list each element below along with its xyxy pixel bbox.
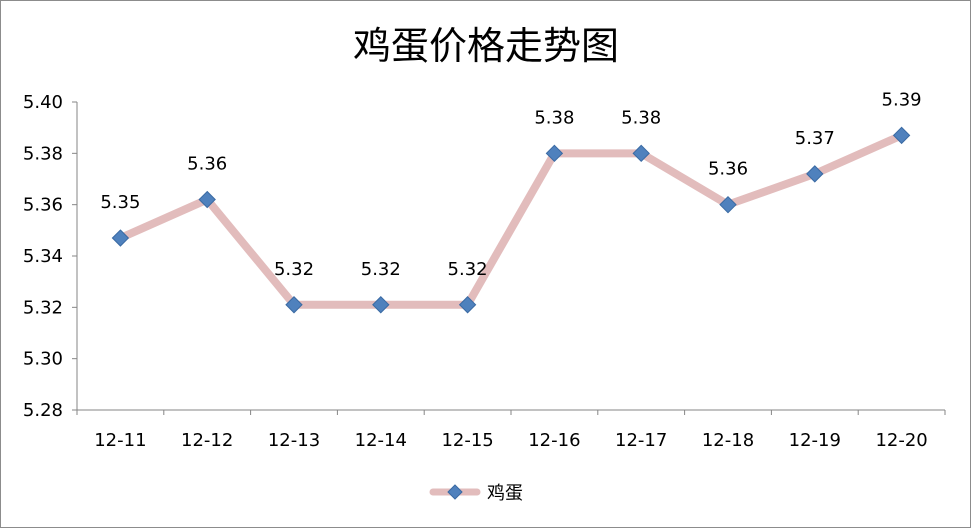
y-tick-label: 5.30 xyxy=(23,349,63,370)
y-tick-label: 5.34 xyxy=(23,246,63,267)
data-point-marker xyxy=(372,296,390,314)
x-tick-label: 12-19 xyxy=(789,430,841,451)
y-tick-label: 5.38 xyxy=(23,143,63,164)
legend-label: 鸡蛋 xyxy=(487,483,523,504)
data-label: 5.36 xyxy=(187,154,227,175)
data-label: 5.36 xyxy=(708,159,748,180)
data-point-marker xyxy=(892,126,911,145)
data-label: 5.39 xyxy=(882,89,922,110)
y-tick-label: 5.40 xyxy=(23,92,63,113)
x-tick-label: 12-17 xyxy=(615,430,667,451)
series-line xyxy=(116,131,906,309)
data-label: 5.38 xyxy=(621,107,661,128)
series-layer xyxy=(111,126,911,314)
data-label: 5.38 xyxy=(534,107,574,128)
y-tick-label: 5.28 xyxy=(23,400,63,421)
data-label: 5.35 xyxy=(100,192,140,213)
x-tick-label: 12-12 xyxy=(181,430,233,451)
y-axis-ticks: 5.28 5.30 5.32 5.34 5.36 5.38 5.40 xyxy=(23,92,77,421)
data-label: 5.32 xyxy=(448,259,488,280)
legend-marker-swatch xyxy=(447,484,463,500)
y-tick-label: 5.36 xyxy=(23,195,63,216)
x-tick-label: 12-20 xyxy=(875,430,927,451)
data-point-marker xyxy=(198,190,216,209)
data-label: 5.32 xyxy=(274,259,314,280)
data-label: 5.37 xyxy=(795,128,835,149)
x-tick-label: 12-13 xyxy=(268,430,320,451)
data-point-marker xyxy=(632,144,650,163)
data-label: 5.32 xyxy=(361,259,401,280)
data-point-marker xyxy=(111,229,130,247)
data-point-marker xyxy=(719,195,737,214)
data-point-marker xyxy=(458,296,477,314)
data-point-marker xyxy=(545,144,564,163)
x-tick-label: 12-15 xyxy=(441,430,493,451)
chart-title: 鸡蛋价格走势图 xyxy=(353,24,619,68)
data-labels: 5.35 5.36 5.32 5.32 5.32 5.38 5.38 5.36 5.37 5.39 xyxy=(100,89,921,279)
x-tick-label: 12-16 xyxy=(528,430,580,451)
x-tick-label: 12-18 xyxy=(702,430,754,451)
y-tick-label: 5.32 xyxy=(23,297,63,318)
data-point-marker xyxy=(285,296,303,314)
x-tick-label: 12-11 xyxy=(94,430,146,451)
data-point-marker xyxy=(806,165,824,183)
x-tick-label: 12-14 xyxy=(355,430,407,451)
legend: 鸡蛋 xyxy=(429,483,523,504)
x-axis-ticks: 12-11 12-12 12-13 12-14 12-15 12-16 12-17 12-18… xyxy=(76,410,946,451)
